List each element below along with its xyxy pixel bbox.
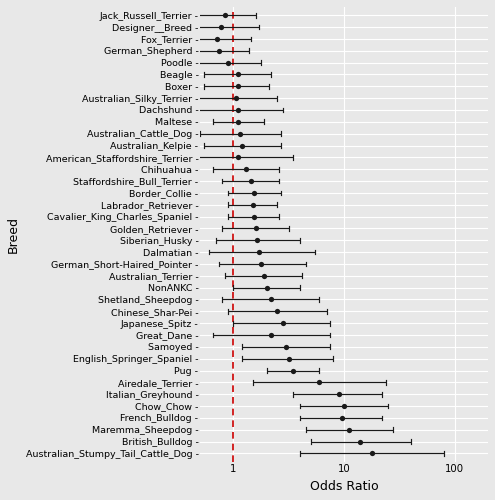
X-axis label: Odds Ratio: Odds Ratio xyxy=(310,480,378,493)
Y-axis label: Breed: Breed xyxy=(7,216,20,253)
